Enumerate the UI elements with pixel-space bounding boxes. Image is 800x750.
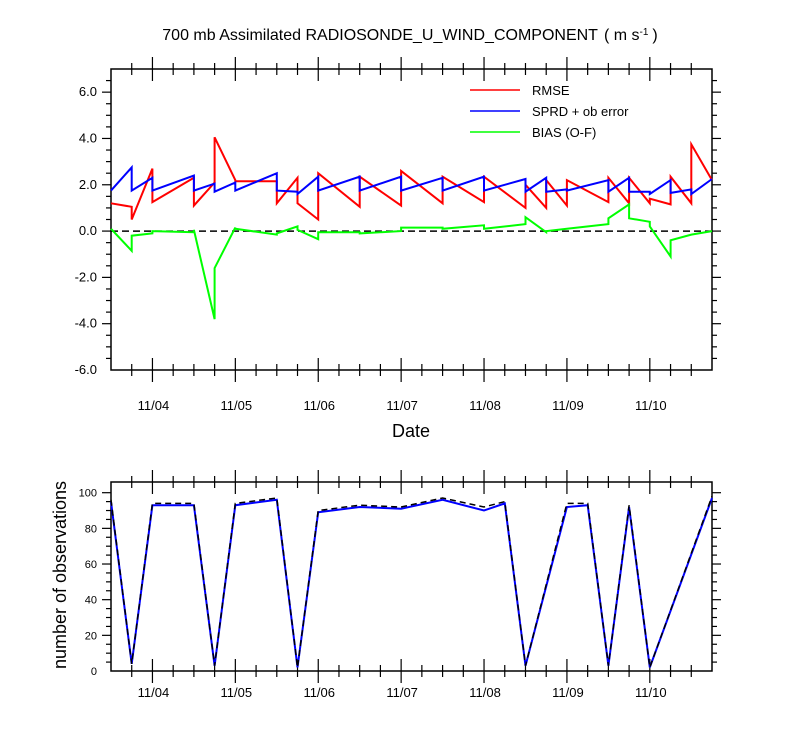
top-y-tick-labels: -6.0 -4.0 -2.0 0.0 2.0 4.0 6.0	[75, 84, 97, 377]
top-y-tick-label: 6.0	[79, 84, 97, 99]
top-x-tick-label: 11/10	[635, 398, 667, 413]
legend: RMSE SPRD + ob error BIAS (O-F)	[470, 83, 629, 140]
top-x-tick-label: 11/07	[386, 398, 418, 413]
top-x-tick-label: 11/06	[303, 398, 335, 413]
x-axis-title: Date	[392, 421, 430, 441]
top-series-group	[110, 136, 713, 320]
legend-label-sprd: SPRD + ob error	[532, 104, 629, 119]
chart-title: 700 mb Assimilated RADIOSONDE_U_WIND_COM…	[162, 27, 657, 45]
bottom-x-tick-label: 11/04	[138, 685, 170, 700]
bottom-y-tick-label: 0	[91, 666, 97, 678]
top-y-tick-label: -4.0	[75, 316, 97, 331]
bottom-x-tick-labels: 11/04 11/05 11/06 11/07 11/08 11/09 11/10	[138, 685, 667, 700]
bottom-y-tick-label: 20	[85, 630, 97, 642]
bottom-plot-frame	[110, 481, 713, 672]
top-x-tick-label: 11/08	[469, 398, 501, 413]
top-y-tick-label: 0.0	[79, 223, 97, 238]
bottom-x-tick-label: 11/10	[635, 685, 667, 700]
bottom-y-tick-label: 100	[79, 488, 97, 500]
top-y-tick-label: -6.0	[75, 362, 97, 377]
bottom-y-tick-label: 80	[85, 523, 97, 535]
top-y-tick-label: 4.0	[79, 130, 97, 145]
top-y-tick-label: -2.0	[75, 269, 97, 284]
top-x-tick-labels: 11/04 11/05 11/06 11/07 11/08 11/09 11/10	[138, 398, 667, 413]
top-y-tick-label: 2.0	[79, 177, 97, 192]
bottom-y-tick-label: 60	[85, 559, 97, 571]
top-x-tick-label: 11/05	[221, 398, 253, 413]
bottom-x-tick-label: 11/06	[303, 685, 335, 700]
legend-label-bias: BIAS (O-F)	[532, 125, 596, 140]
series-line-rmse	[110, 136, 713, 222]
top-axis-ticks	[102, 57, 721, 382]
top-x-tick-label: 11/04	[138, 398, 170, 413]
legend-label-rmse: RMSE	[532, 83, 570, 98]
series-line-assimilated	[110, 497, 713, 668]
series-line-bias-o-f	[110, 202, 713, 320]
bottom-x-tick-label: 11/08	[469, 685, 501, 700]
top-panel: -6.0 -4.0 -2.0 0.0 2.0 4.0 6.0 11/04 11/05 11/06…	[75, 57, 721, 441]
bottom-x-tick-label: 11/07	[386, 685, 418, 700]
bottom-series-group	[110, 496, 713, 668]
bottom-x-tick-label: 11/09	[552, 685, 584, 700]
bottom-x-tick-label: 11/05	[221, 685, 253, 700]
top-x-tick-label: 11/09	[552, 398, 584, 413]
y-axis-title-observations: number of observations	[50, 481, 70, 669]
bottom-y-tick-label: 40	[85, 595, 97, 607]
bottom-axis-ticks	[102, 470, 721, 683]
series-line-available	[110, 496, 713, 668]
series-line-sprd-ob-error	[110, 164, 713, 197]
bottom-y-tick-labels: 0 20 40 60 80 100	[79, 488, 97, 678]
